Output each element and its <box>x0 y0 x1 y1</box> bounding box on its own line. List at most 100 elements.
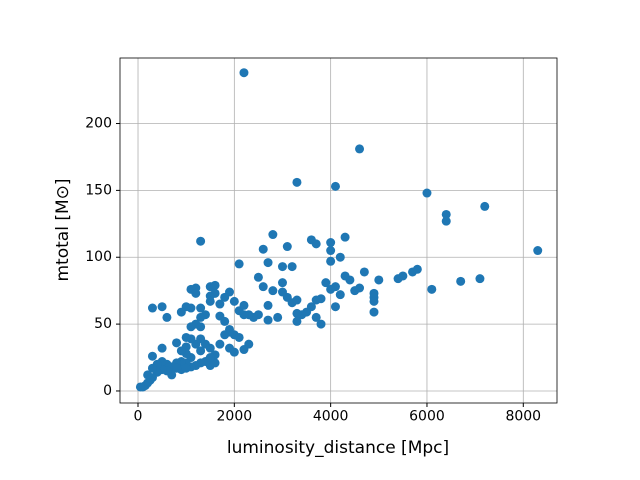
point <box>441 216 451 226</box>
point <box>191 288 201 298</box>
point <box>258 244 268 254</box>
point <box>311 239 321 249</box>
point <box>220 330 230 340</box>
point <box>475 274 485 284</box>
point <box>263 258 273 268</box>
point <box>456 276 466 286</box>
point <box>326 284 336 294</box>
point <box>292 177 302 187</box>
x-tick-label: 4000 <box>313 409 349 425</box>
point <box>326 246 336 256</box>
point <box>292 308 302 318</box>
point <box>147 363 157 373</box>
point <box>355 144 365 154</box>
point <box>268 286 278 296</box>
y-tick-label: 0 <box>103 383 112 399</box>
x-axis-label: luminosity_distance [Mpc] <box>227 438 449 458</box>
point <box>480 201 490 211</box>
point <box>359 267 369 277</box>
point <box>215 299 225 309</box>
point <box>263 300 273 310</box>
point <box>176 346 186 356</box>
point <box>441 209 451 219</box>
point <box>234 259 244 269</box>
point <box>220 316 230 326</box>
point <box>263 315 273 325</box>
point <box>157 302 167 312</box>
point <box>220 292 230 302</box>
point <box>186 322 196 332</box>
point <box>277 278 287 288</box>
x-tick-label: 2000 <box>217 409 253 425</box>
point <box>282 242 292 252</box>
point <box>326 256 336 266</box>
point <box>335 252 345 262</box>
point <box>427 284 437 294</box>
point <box>422 188 432 198</box>
point <box>277 262 287 272</box>
point <box>196 322 206 332</box>
point <box>268 230 278 240</box>
point <box>258 282 268 292</box>
x-tick-label: 8000 <box>505 409 541 425</box>
point <box>176 307 186 317</box>
point <box>316 319 326 329</box>
point <box>369 307 379 317</box>
point <box>374 275 384 285</box>
y-axis-label: mtotal [M⊙] <box>53 178 73 281</box>
point <box>277 287 287 297</box>
point <box>393 274 403 284</box>
point <box>196 346 206 356</box>
point <box>287 262 297 272</box>
point <box>533 246 543 256</box>
point <box>172 338 182 348</box>
point <box>205 353 215 363</box>
point <box>181 363 191 373</box>
point <box>229 296 239 306</box>
point <box>157 343 167 353</box>
point <box>292 295 302 305</box>
point <box>311 312 321 322</box>
point <box>234 332 244 342</box>
point <box>292 316 302 326</box>
y-tick-label: 100 <box>85 249 112 265</box>
point <box>330 181 340 191</box>
point <box>239 300 249 310</box>
point <box>369 296 379 306</box>
point <box>181 332 191 342</box>
point <box>340 232 350 242</box>
point <box>215 339 225 349</box>
point <box>196 312 206 322</box>
point <box>335 290 345 300</box>
point <box>205 296 215 306</box>
point <box>340 271 350 281</box>
point <box>196 303 206 313</box>
point <box>330 302 340 312</box>
point <box>326 238 336 248</box>
point <box>239 345 249 355</box>
point <box>225 343 235 353</box>
point <box>196 236 206 246</box>
point <box>321 278 331 288</box>
point <box>210 280 220 290</box>
point <box>412 264 422 274</box>
axes-frame <box>119 57 558 404</box>
point <box>311 295 321 305</box>
point <box>350 286 360 296</box>
point <box>239 68 249 78</box>
y-tick-label: 150 <box>85 182 112 198</box>
point <box>147 303 157 313</box>
point <box>162 312 172 322</box>
point <box>273 312 283 322</box>
point <box>135 382 145 392</box>
point <box>143 370 153 380</box>
point <box>196 334 206 344</box>
point <box>172 363 182 373</box>
x-tick-label: 0 <box>134 409 143 425</box>
y-tick-label: 200 <box>85 116 112 132</box>
y-tick-label: 50 <box>94 316 112 332</box>
point <box>253 272 263 282</box>
x-tick-label: 6000 <box>409 409 445 425</box>
point <box>147 351 157 361</box>
